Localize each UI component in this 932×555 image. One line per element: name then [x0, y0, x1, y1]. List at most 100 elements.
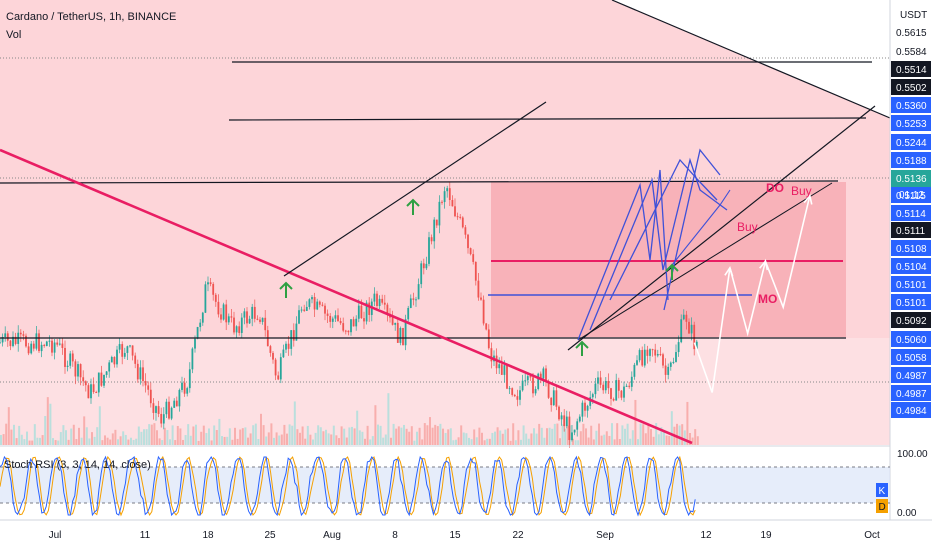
volume-bar [387, 393, 390, 445]
up-arrow-icon [665, 263, 679, 280]
volume-bar [455, 439, 457, 445]
price-axis-currency: USDT [900, 10, 927, 21]
price-label-bg [891, 349, 931, 365]
volume-bar [364, 438, 366, 445]
stoch-d-badge [876, 499, 888, 513]
volume-bar [348, 427, 351, 445]
candle-body [246, 311, 248, 324]
candle-body [555, 390, 558, 407]
candle-body [118, 344, 121, 350]
candle-body [152, 403, 155, 413]
volume-bar [377, 424, 379, 445]
candle-body [399, 328, 402, 343]
candle-body [243, 311, 246, 318]
volume-bar [124, 434, 127, 445]
candle-body [662, 354, 664, 366]
stoch-title[interactable]: Stoch RSI (3, 3, 14, 14, close) [4, 459, 151, 471]
candle-body [95, 392, 98, 394]
candle-body [142, 367, 144, 381]
candle-body [529, 376, 532, 378]
candle-body [40, 344, 43, 352]
time-axis[interactable]: Jul 11 18 25 Aug 8 15 22 Sep 12 19 Oct [49, 530, 880, 541]
candle-body [394, 322, 397, 325]
time-tick-label: 11 [140, 530, 151, 541]
volume-bar [488, 438, 491, 445]
candle-body [188, 369, 191, 389]
candle-body [550, 397, 553, 406]
candle-body [563, 415, 566, 427]
volume-bar [559, 438, 561, 445]
volume-bar [527, 438, 530, 445]
time-tick-label: 18 [202, 530, 214, 541]
time-tick-label: Aug [323, 530, 341, 541]
volume-bar [234, 427, 236, 445]
candle-body [568, 416, 571, 441]
price-label-bg [891, 115, 931, 131]
candle-body [500, 364, 503, 375]
candle-body [547, 381, 550, 398]
candle-body [129, 345, 131, 347]
candle-body [441, 201, 443, 203]
volume-bar [442, 428, 444, 445]
volume-bar [540, 427, 543, 445]
volume-bar [525, 433, 528, 445]
candle-body [300, 309, 303, 311]
candle-body [586, 405, 589, 411]
candle-body [342, 323, 345, 331]
candle-body [508, 388, 511, 390]
candle-body [617, 380, 620, 391]
candle-body [623, 386, 625, 398]
volume-bar [286, 433, 288, 445]
candle-body [672, 361, 675, 363]
symbol-title[interactable]: Cardano / TetherUS, 1h, BINANCE [6, 11, 176, 23]
volume-bar [408, 431, 411, 445]
candle-body [584, 402, 586, 411]
volume-bar [114, 429, 117, 445]
volume-bar [182, 439, 184, 445]
volume-bar [618, 438, 621, 445]
candle-body [565, 416, 568, 427]
candle-body [214, 294, 217, 302]
volume-bar [533, 428, 535, 445]
volume-bar [681, 424, 684, 445]
candle-body [425, 263, 428, 269]
candle-body [110, 356, 113, 363]
candle-body [433, 219, 436, 242]
price-label: 0.5060 [896, 335, 927, 346]
volume-bar [696, 436, 699, 445]
volume-bar [457, 437, 460, 445]
price-label-bg [891, 61, 931, 77]
candle-body [165, 401, 168, 415]
candle-body [368, 302, 371, 315]
blue-pattern-1 [577, 169, 669, 341]
candle-body [204, 284, 207, 313]
projection-arrowhead [759, 259, 769, 271]
volume-bar [205, 433, 208, 445]
price-label-bg [891, 79, 931, 95]
price-label-bg [891, 97, 931, 113]
volume-bar [595, 430, 598, 445]
candle-body [461, 217, 464, 228]
price-label-bg [891, 222, 931, 238]
candle-body [511, 388, 514, 395]
candle-body [386, 304, 389, 314]
price-label: 0.5244 [896, 138, 927, 149]
volume-bar [96, 427, 99, 445]
volume-bar [36, 437, 39, 445]
candle-body [69, 353, 72, 366]
volume-bar [439, 423, 442, 445]
candle-body [108, 362, 111, 372]
candle-body [173, 400, 176, 408]
volume-bar [309, 434, 312, 445]
price-label: 0.5101 [896, 298, 927, 309]
volume-bar [70, 428, 73, 445]
candle-body [654, 349, 657, 356]
volume-bar [413, 440, 416, 445]
candle-body [321, 304, 324, 306]
stoch-level-low: 0.00 [897, 508, 917, 519]
volume-bar [400, 427, 403, 445]
candle-body [630, 376, 633, 387]
volume-bar [517, 430, 520, 445]
candle-body [344, 330, 347, 332]
time-tick-label: 12 [700, 530, 712, 541]
